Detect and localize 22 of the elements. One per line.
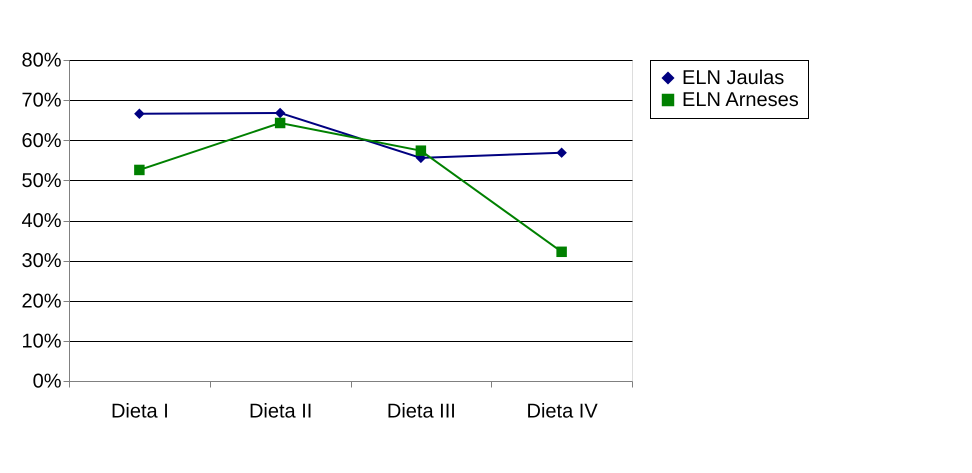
point [134,164,145,176]
point [556,147,567,158]
point [274,108,286,118]
point [134,108,145,120]
y-tick-label: 0% [32,370,62,392]
x-tick-label: Dieta IV [526,400,598,422]
x-tick-label: Dieta III [386,400,456,422]
y-tick-label: 20% [21,290,62,312]
legend-label: ELN Arneses [682,89,799,111]
y-tick-label: 70% [21,90,62,112]
point [556,246,567,258]
point [416,145,426,156]
y-tick-label: 50% [21,170,62,192]
legend-label: ELN Jaulas [682,67,784,89]
y-tick-label: 60% [21,130,62,152]
y-tick-label: 80% [21,50,62,72]
y-tick-label: 40% [21,210,62,232]
y-tick-label: 30% [21,250,62,272]
x-tick-label: Dieta II [248,400,312,422]
y-tick-label: 10% [21,330,62,352]
point [274,118,286,128]
x-tick-label: Dieta I [110,400,169,422]
